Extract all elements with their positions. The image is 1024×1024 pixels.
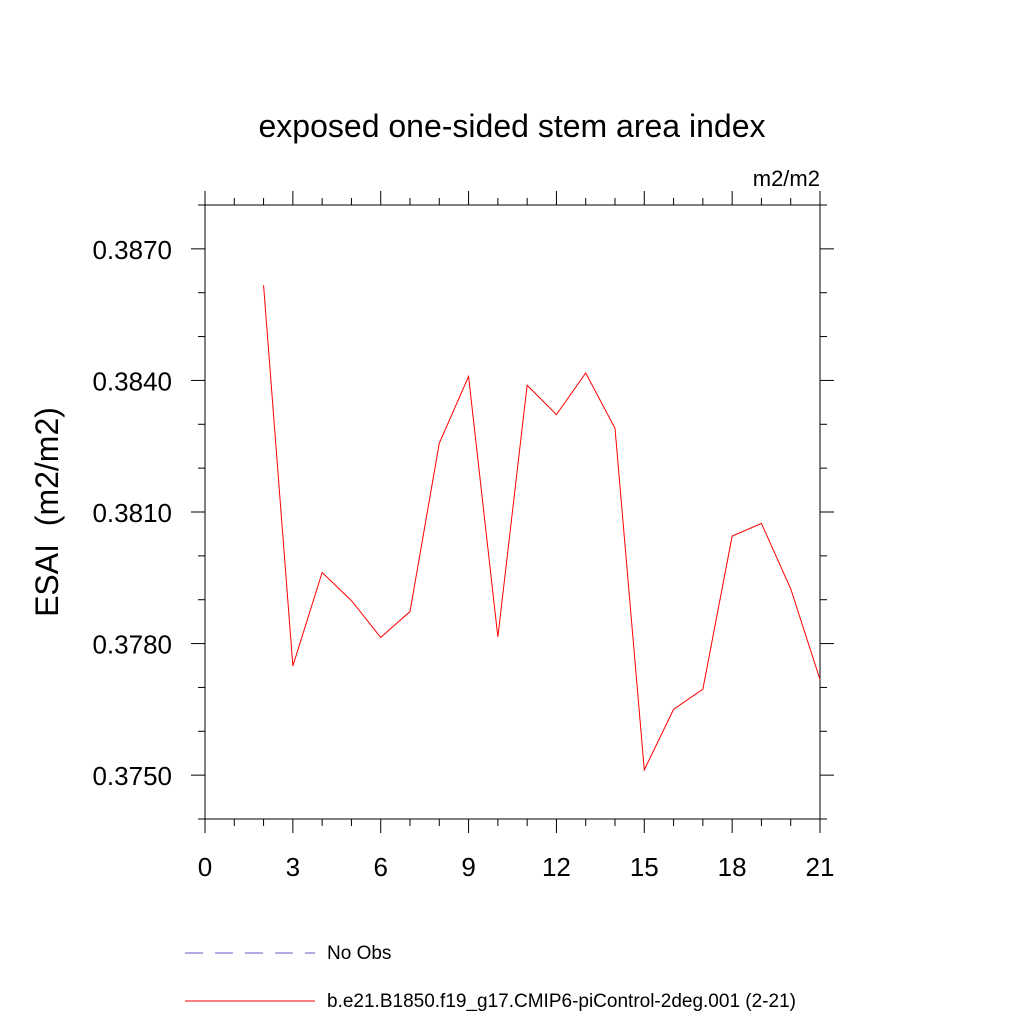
y-tick-label: 0.3750: [92, 761, 172, 791]
x-tick-label: 12: [542, 852, 571, 882]
x-tick-label: 15: [630, 852, 659, 882]
x-tick-label: 18: [718, 852, 747, 882]
y-tick-labels: 0.3750 0.3780 0.3810 0.3840 0.3870: [92, 235, 172, 791]
series-line-1: [263, 285, 821, 772]
x-tick-label: 9: [461, 852, 475, 882]
y-tick-label: 0.3780: [92, 630, 172, 660]
legend-label-model: b.e21.B1850.f19_g17.CMIP6-piControl-2deg…: [327, 991, 796, 1012]
x-tick-labels: 0 3 6 9 12 15 18 21: [198, 852, 835, 882]
x-tick-label: 21: [806, 852, 835, 882]
axis-ticks: [191, 191, 834, 833]
plot-lines: [263, 285, 821, 772]
y-tick-label: 0.3840: [92, 366, 172, 396]
units-label: m2/m2: [753, 166, 820, 191]
legend-label-no-obs: No Obs: [327, 943, 391, 964]
x-tick-label: 0: [198, 852, 212, 882]
chart-title: exposed one-sided stem area index: [259, 108, 766, 144]
legend: No Obs b.e21.B1850.f19_g17.CMIP6-piContr…: [185, 943, 796, 1012]
x-tick-label: 6: [373, 852, 387, 882]
y-tick-label: 0.3870: [92, 235, 172, 265]
x-tick-label: 3: [286, 852, 300, 882]
y-tick-label: 0.3810: [92, 498, 172, 528]
y-axis-label: ESAI (m2/m2): [29, 407, 65, 617]
